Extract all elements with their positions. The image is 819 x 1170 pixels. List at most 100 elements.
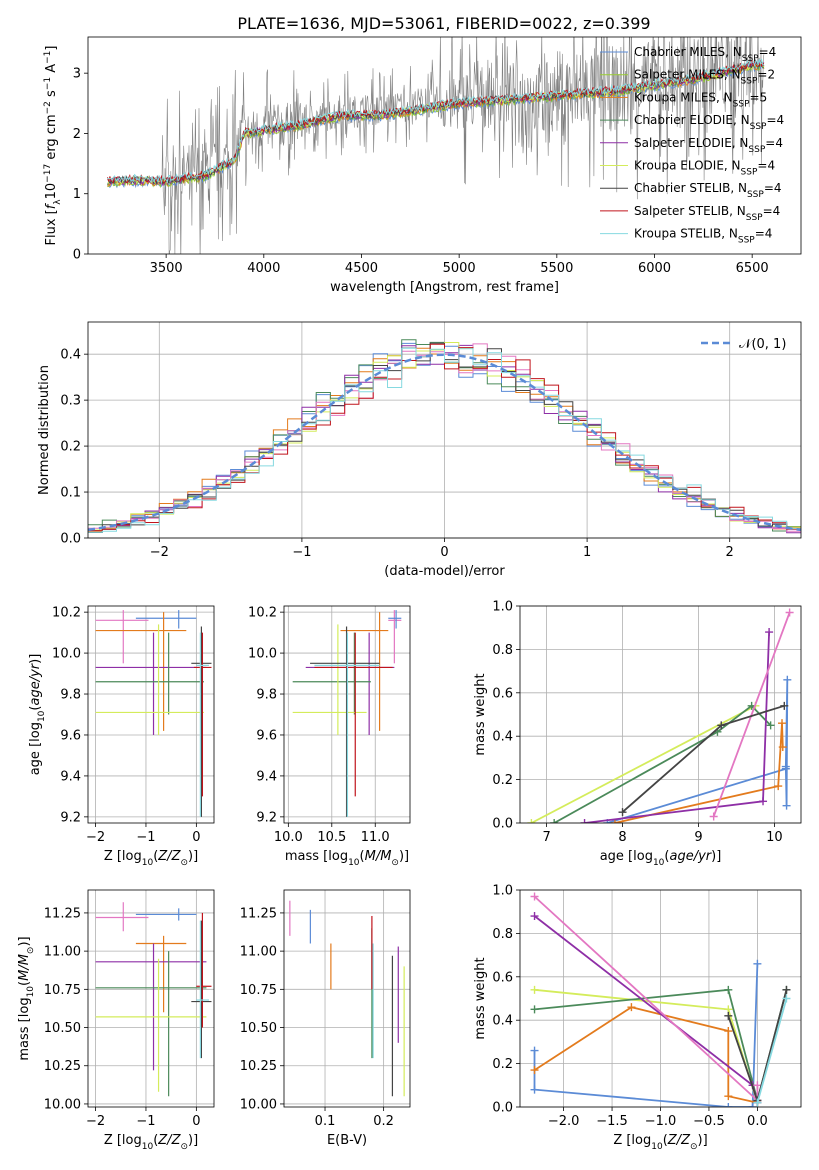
y-tick-label: 0.4 (60, 348, 81, 363)
x-tick-label: 9 (694, 830, 702, 845)
x-tick-label: 0 (440, 545, 448, 560)
x-tick-label: 2 (726, 545, 734, 560)
series-line (553, 704, 772, 823)
series-marker (753, 1081, 762, 1090)
series-marker (530, 1085, 539, 1094)
errorbar-point (340, 612, 389, 731)
massweight-vs-Z-plot-area (530, 892, 791, 1107)
errorbar-point (292, 632, 371, 715)
y-tick-label: 10.0 (52, 647, 81, 662)
axes-frame (519, 605, 802, 824)
spectrum-panel: 3500 4000 4500 5000 5500 6000 6500 0 1 2 3 waveleng… (43, 36, 802, 295)
y-tick-label: 0.8 (492, 927, 513, 942)
x-tick-label: 7 (542, 830, 550, 845)
errorbar-point (196, 912, 212, 1028)
x-tick-label: 6500 (736, 261, 769, 276)
errorbar-point (95, 951, 207, 1097)
age-vs-Z-panel: −2 −1 0 9.2 9.4 9.6 9.8 10.0 10.2 Z [log10(Z/Z⊙)]… (28, 605, 215, 868)
series-marker (778, 719, 787, 728)
y-axis-label: mass weight (473, 957, 488, 1039)
y-tick-label: 3 (73, 67, 81, 82)
y-tick-label: 0.3 (60, 394, 81, 409)
series-line (533, 895, 759, 1103)
x-tick-label: −2 (86, 1114, 105, 1129)
y-tick-label: 10.50 (44, 1021, 81, 1036)
y-axis-label: Flux [fλ10−17 erg cm−2 s−1 A−1] (43, 46, 63, 246)
axes-frame (87, 889, 215, 1108)
series-marker (724, 1103, 733, 1107)
series-marker (618, 808, 627, 817)
y-tick-label: 10.00 (44, 1097, 81, 1112)
y-tick-label: 9.8 (60, 688, 81, 703)
axes-frame (87, 605, 215, 824)
residual-histogram-panel: −2 −1 0 1 2 0.0 0.1 0.2 0.3 0.4 (data-model)/error… (37, 321, 802, 579)
x-tick-label: −2 (86, 830, 105, 845)
mass-vs-ebv-panel: 0.1 0.2 10.00 10.25 10.50 10.75 11.00 11.25 E(B-… (240, 889, 411, 1148)
x-tick-label: 3500 (150, 261, 183, 276)
errorbar-point (196, 632, 209, 817)
series-marker (709, 812, 718, 821)
x-tick-label: 5000 (443, 261, 476, 276)
legend-label: 𝒩(0, 1) (739, 337, 786, 352)
y-tick-label: 10.00 (240, 1097, 277, 1112)
gaussian-curve (88, 353, 801, 532)
model-spectrum-line (107, 58, 765, 184)
x-tick-label: 10.0 (274, 830, 303, 845)
series-marker (778, 743, 787, 752)
y-tick-label: 0.0 (60, 532, 81, 547)
series-line (756, 998, 788, 1103)
x-tick-label: 4500 (345, 261, 378, 276)
spectrum-plot-area (107, 37, 765, 254)
age-vs-Z-plot-area (95, 610, 212, 817)
x-tick-label: 10 (766, 830, 783, 845)
massweight-vs-Z-panel: −2.0 −1.5 −1.0 −0.5 0.0 0.0 0.2 0.4 0.6 0.8 1.0 Z [… (473, 884, 802, 1152)
x-tick-label: 0.0 (747, 1114, 768, 1129)
errorbar-point (95, 943, 207, 1071)
figure-title: PLATE=1636, MJD=53061, FIBERID=0022, z=0… (237, 14, 650, 33)
y-tick-label: 11.25 (240, 906, 277, 921)
errorbar-point (314, 632, 393, 797)
y-tick-label: 10.50 (240, 1021, 277, 1036)
series-marker (610, 819, 619, 823)
x-axis-label: wavelength [Angstrom, rest frame] (330, 280, 559, 295)
series-marker (759, 797, 768, 806)
y-tick-label: 0.6 (492, 970, 513, 985)
y-tick-label: 11.25 (44, 906, 81, 921)
y-tick-label: 10.75 (44, 983, 81, 998)
x-tick-label: 6000 (638, 261, 671, 276)
series-marker (783, 675, 792, 684)
mass-vs-Z-panel: −2 −1 0 10.00 10.25 10.50 10.75 11.00 11.25 Z [lo… (17, 889, 215, 1152)
y-tick-label: 0.2 (492, 773, 513, 788)
series-line (614, 723, 784, 823)
mass-vs-ebv-plot-area (289, 900, 405, 1097)
series-marker (530, 1005, 539, 1014)
x-axis-label: age [log10(age/yr)] (600, 849, 722, 868)
y-tick-label: 10.25 (240, 1059, 277, 1074)
errorbar-point (135, 610, 197, 629)
series-marker (780, 701, 789, 710)
series-marker (580, 819, 589, 823)
errorbar-point (95, 632, 204, 715)
series-line (534, 1006, 758, 1104)
x-tick-label: −1.5 (596, 1114, 628, 1129)
legend-label: Salpeter STELIB, NSSP=4 (634, 204, 780, 223)
axes-frame (283, 605, 411, 824)
residual-histogram-plot-area (88, 339, 801, 534)
mass-vs-Z-plot-area (95, 902, 212, 1097)
y-tick-label: 0.0 (492, 1101, 513, 1116)
errorbar-point (193, 632, 212, 797)
y-tick-label: 0 (73, 248, 81, 263)
x-tick-label: −1 (136, 830, 155, 845)
y-tick-label: 10.0 (248, 647, 277, 662)
y-tick-label: 2 (73, 127, 81, 142)
errorbar-point (305, 632, 395, 735)
y-tick-label: 11.00 (240, 945, 277, 960)
errorbar-point (388, 610, 402, 629)
legend-label: Chabrier MILES, NSSP=4 (634, 45, 776, 64)
legend-label: Chabrier STELIB, NSSP=4 (634, 181, 782, 200)
y-tick-label: 10.2 (248, 606, 277, 621)
x-axis-label: Z [log10(Z/Z⊙)] (613, 1133, 707, 1152)
y-tick-label: 1.0 (492, 884, 513, 899)
y-tick-label: 9.6 (60, 728, 81, 743)
series-marker (724, 1092, 733, 1101)
